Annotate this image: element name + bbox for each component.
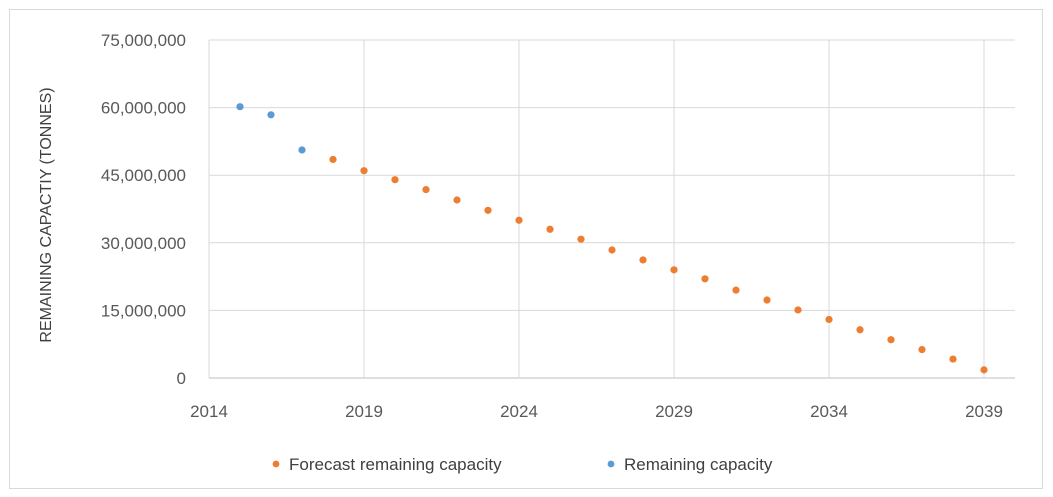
y-tick-label: 30,000,000 <box>101 234 186 253</box>
forecast-remaining-capacity-point <box>608 246 616 254</box>
remaining-capacity-legend-label: Remaining capacity <box>624 455 773 474</box>
data-points <box>236 103 988 374</box>
x-tick-label: 2034 <box>810 402 848 421</box>
forecast-remaining-capacity-point <box>763 296 771 304</box>
forecast-remaining-capacity-legend-marker <box>272 460 280 468</box>
y-tick-label: 60,000,000 <box>101 99 186 118</box>
forecast-remaining-capacity-point <box>794 306 802 314</box>
y-tick-label: 45,000,000 <box>101 166 186 185</box>
forecast-remaining-capacity-point <box>515 216 523 224</box>
forecast-remaining-capacity-point <box>856 326 864 334</box>
y-tick-label: 75,000,000 <box>101 31 186 50</box>
forecast-remaining-capacity-point <box>732 286 740 294</box>
x-tick-label: 2039 <box>965 402 1003 421</box>
legend: Forecast remaining capacity Remaining cap… <box>272 455 773 474</box>
remaining-capacity-point <box>236 103 244 111</box>
forecast-remaining-capacity-point <box>577 235 585 243</box>
forecast-remaining-capacity-point <box>639 256 647 264</box>
forecast-remaining-capacity-point <box>980 366 988 374</box>
forecast-remaining-capacity-point <box>453 196 461 204</box>
forecast-remaining-capacity-point <box>670 266 678 274</box>
x-tick-label: 2014 <box>190 402 228 421</box>
forecast-remaining-capacity-point <box>422 186 430 194</box>
forecast-remaining-capacity-point <box>949 355 957 363</box>
remaining-capacity-point <box>267 111 275 119</box>
remaining-capacity-point <box>298 146 306 154</box>
gridlines <box>208 39 1015 379</box>
forecast-remaining-capacity-point <box>825 315 833 324</box>
forecast-remaining-capacity-point <box>546 225 554 233</box>
chart-frame <box>9 9 1043 489</box>
forecast-remaining-capacity-point <box>360 167 368 175</box>
y-tick-label: 0 <box>177 369 186 388</box>
x-tick-label: 2029 <box>655 402 693 421</box>
remaining-capacity-legend-marker <box>607 460 615 468</box>
x-axis-tick-labels: 2014 2019 2024 2029 2034 2039 <box>190 402 1003 421</box>
y-tick-label: 15,000,000 <box>101 301 186 320</box>
x-tick-label: 2024 <box>500 402 538 421</box>
x-tick-label: 2019 <box>345 402 383 421</box>
y-axis-tick-labels: 0 15,000,000 30,000,000 45,000,000 60,000,00… <box>101 31 186 388</box>
forecast-remaining-capacity-point <box>701 275 709 283</box>
forecast-remaining-capacity-point <box>391 176 399 184</box>
y-axis-title: REMAINING CAPACTIY (TONNES) <box>38 87 55 342</box>
forecast-remaining-capacity-legend-label: Forecast remaining capacity <box>289 455 502 474</box>
forecast-remaining-capacity-point <box>329 155 337 164</box>
forecast-remaining-capacity-point <box>484 206 492 214</box>
forecast-remaining-capacity-point <box>918 346 926 354</box>
forecast-remaining-capacity-point <box>887 336 895 344</box>
